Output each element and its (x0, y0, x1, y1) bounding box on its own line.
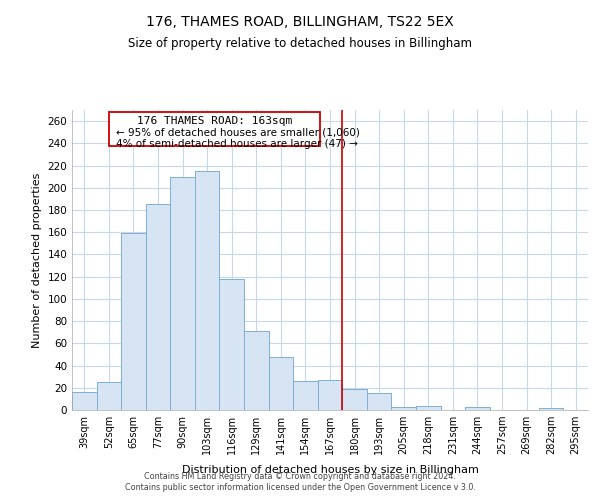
Bar (318, 380, 342, 410)
Bar (97, 382, 121, 410)
Bar (391, 406, 416, 410)
Text: Contains HM Land Registry data © Crown copyright and database right 2024.: Contains HM Land Registry data © Crown c… (144, 472, 456, 481)
Bar (170, 176, 195, 410)
Text: Contains public sector information licensed under the Open Government Licence v : Contains public sector information licen… (125, 484, 475, 492)
Bar (195, 171, 220, 410)
Bar (146, 204, 170, 410)
Bar (465, 406, 490, 410)
Bar (416, 406, 440, 410)
Bar (293, 381, 318, 410)
Bar (539, 408, 563, 410)
Text: 4% of semi-detached houses are larger (47) →: 4% of semi-detached houses are larger (4… (116, 139, 358, 149)
Text: 176, THAMES ROAD, BILLINGHAM, TS22 5EX: 176, THAMES ROAD, BILLINGHAM, TS22 5EX (146, 15, 454, 29)
Bar (244, 331, 269, 410)
Bar (121, 234, 146, 410)
Y-axis label: Number of detached properties: Number of detached properties (32, 172, 42, 348)
Bar (72, 392, 97, 410)
Bar (269, 356, 293, 410)
FancyBboxPatch shape (109, 112, 320, 146)
Bar (367, 394, 391, 410)
Bar (220, 279, 244, 410)
X-axis label: Distribution of detached houses by size in Billingham: Distribution of detached houses by size … (182, 466, 478, 475)
Text: 176 THAMES ROAD: 163sqm: 176 THAMES ROAD: 163sqm (137, 116, 292, 126)
Text: Size of property relative to detached houses in Billingham: Size of property relative to detached ho… (128, 38, 472, 51)
Text: ← 95% of detached houses are smaller (1,060): ← 95% of detached houses are smaller (1,… (116, 128, 360, 138)
Bar (342, 389, 367, 410)
